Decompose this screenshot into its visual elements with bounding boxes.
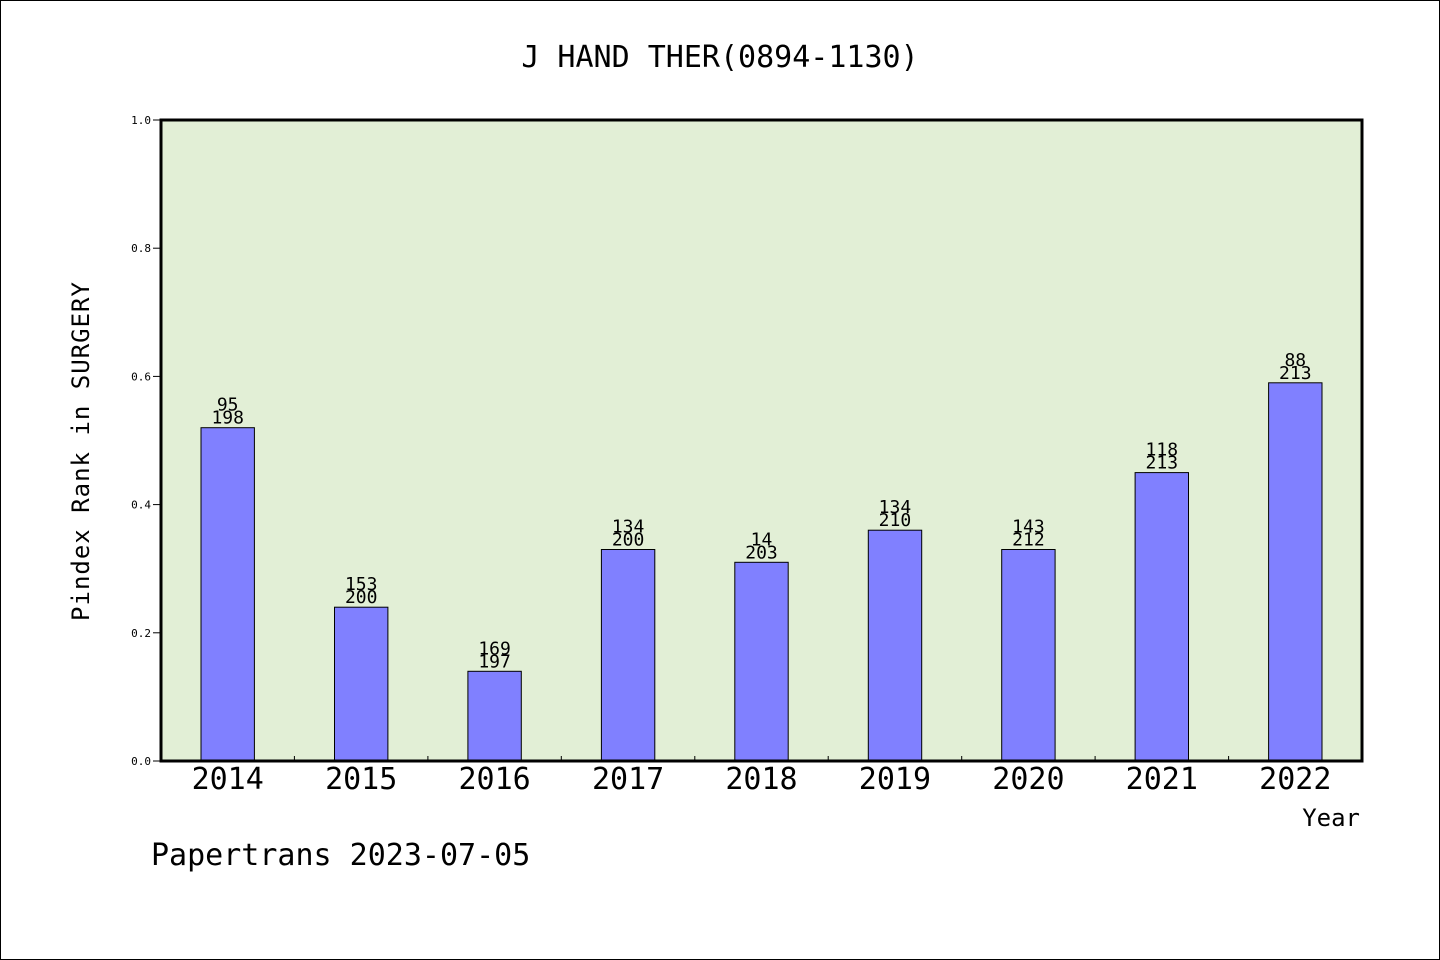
y-tick-label-1.0: 1.0 <box>131 114 151 127</box>
x-tick-label-2018: 2018 <box>725 762 797 797</box>
chart-title: J HAND THER(0894-1130) <box>521 40 918 75</box>
bar-label-top-2021: 118 <box>1146 440 1179 461</box>
bar-2021 <box>1134 472 1189 762</box>
bar-label-bottom-2017: 200 <box>612 530 645 551</box>
bar-2017 <box>600 549 656 762</box>
bar-label-bottom-2015: 200 <box>345 587 378 608</box>
bar-2022 <box>1268 382 1323 762</box>
y-tick-label-0.0: 0.0 <box>131 755 151 768</box>
x-ticks-group: 2014 2015 2016 2017 2018 2019 2020 2021 2022 <box>192 756 1331 797</box>
bar-label-top-2016: 169 <box>478 638 511 659</box>
x-tick-label-2019: 2019 <box>859 762 931 797</box>
bar-label-top-2015: 153 <box>345 574 378 595</box>
bars-group <box>200 382 1323 762</box>
x-tick-label-2015: 2015 <box>325 762 397 797</box>
x-tick-label-2020: 2020 <box>992 762 1064 797</box>
bar-label-bottom-2018: 203 <box>745 542 778 563</box>
bar-2016 <box>467 670 522 762</box>
bar-label-top-2017: 134 <box>612 517 645 538</box>
plot-border <box>159 118 1364 763</box>
bar-label-top-2020: 143 <box>1012 517 1045 538</box>
y-axis-label: Pindex Rank in SURGERY <box>67 281 95 621</box>
y-tick-label-0.4: 0.4 <box>131 499 151 512</box>
x-tick-label-2022: 2022 <box>1259 762 1331 797</box>
bar-2014 <box>200 427 255 762</box>
bar-2015 <box>334 606 389 762</box>
bar-label-bottom-2022: 213 <box>1279 363 1312 384</box>
bar-label-top-2018: 14 <box>751 529 773 550</box>
bar-label-bottom-2019: 210 <box>879 510 912 531</box>
bar-label-bottom-2014: 198 <box>211 408 244 429</box>
x-tick-label-2016: 2016 <box>458 762 530 797</box>
bar-label-top-2014: 95 <box>217 395 239 416</box>
bar-2019 <box>867 529 923 762</box>
x-tick-label-2014: 2014 <box>192 762 264 797</box>
bar-label-top-2022: 88 <box>1284 350 1306 371</box>
x-axis-label: Year <box>1302 804 1360 832</box>
bar-2020 <box>1001 549 1056 762</box>
x-tick-label-2021: 2021 <box>1126 762 1198 797</box>
bar-2018 <box>734 561 789 762</box>
y-tick-label-0.8: 0.8 <box>131 242 151 255</box>
bar-label-bottom-2021: 213 <box>1146 453 1179 474</box>
bar-label-bottom-2016: 197 <box>478 651 511 672</box>
y-ticks-group: 0.0 0.2 0.4 0.6 0.8 1.0 <box>131 114 161 768</box>
bar-label-top-2019: 134 <box>879 497 912 518</box>
x-tick-label-2017: 2017 <box>592 762 664 797</box>
y-tick-label-0.2: 0.2 <box>131 627 151 640</box>
footer-credit: Papertrans 2023-07-05 <box>151 838 530 873</box>
bar-label-bottom-2020: 212 <box>1012 530 1045 551</box>
y-tick-label-0.6: 0.6 <box>131 370 151 383</box>
